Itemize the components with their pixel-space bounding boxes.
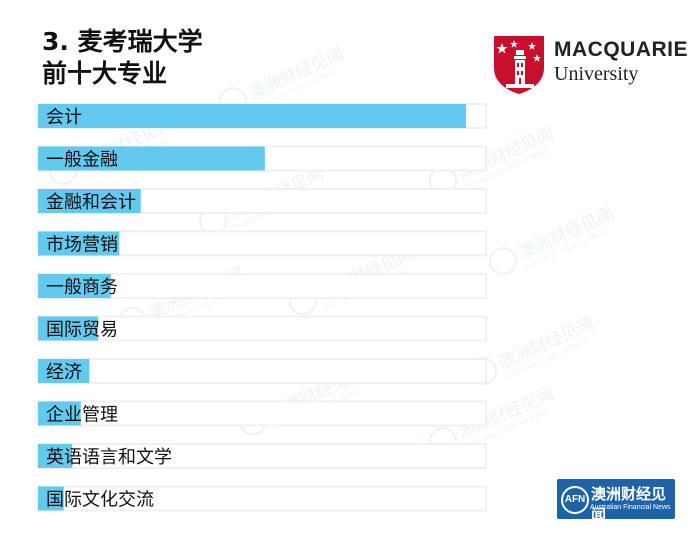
bar-track bbox=[37, 358, 487, 384]
bar-label: 企业管理 bbox=[46, 405, 118, 426]
bar-label: 市场营销 bbox=[46, 235, 118, 256]
bar-label: 一般商务 bbox=[46, 277, 118, 298]
title-line-2: 前十大专业 bbox=[42, 59, 168, 88]
logo-brand: MACQUARIE bbox=[554, 38, 688, 61]
bar-label: 会计 bbox=[46, 107, 82, 128]
bar-label: 国际贸易 bbox=[46, 320, 118, 341]
macquarie-logo: MACQUARIE University bbox=[492, 34, 692, 98]
bar bbox=[38, 401, 81, 426]
bar bbox=[38, 189, 141, 213]
bar-labels: 会计一般金融金融和会计市场营销一般商务国际贸易经济企业管理英语语言和文学国际文化… bbox=[46, 107, 172, 511]
badge-name: 澳洲财经见闻 bbox=[591, 485, 667, 524]
title-line-1: 3. 麦考瑞大学 bbox=[42, 27, 203, 56]
bar bbox=[38, 444, 73, 468]
afn-logo-icon: AFN bbox=[561, 486, 589, 514]
bar-label: 金融和会计 bbox=[46, 192, 136, 213]
bars bbox=[38, 104, 466, 511]
bar-track bbox=[37, 273, 487, 299]
bar-label: 经济 bbox=[46, 362, 82, 383]
bar-label: 一般金融 bbox=[46, 150, 118, 171]
bar bbox=[38, 146, 265, 171]
bar bbox=[38, 359, 90, 383]
bar bbox=[38, 274, 111, 298]
bar-track bbox=[37, 315, 487, 342]
macquarie-lighthouse-icon bbox=[494, 36, 544, 94]
logo-subtitle: University bbox=[554, 63, 639, 85]
bar bbox=[38, 231, 120, 256]
bar-label: 英语语言和文学 bbox=[46, 447, 172, 468]
bar bbox=[38, 104, 466, 128]
afn-badge: AFN 澳洲财经见闻 Australian Financial News bbox=[557, 479, 675, 524]
badge-english: Australian Financial News bbox=[590, 504, 671, 511]
bar-track bbox=[37, 485, 487, 512]
bar-track bbox=[37, 400, 487, 427]
bar-label: 国际文化交流 bbox=[46, 490, 154, 511]
bar bbox=[38, 316, 98, 341]
bar bbox=[38, 486, 64, 511]
page-title: 3. 麦考瑞大学 前十大专业 bbox=[42, 26, 203, 90]
